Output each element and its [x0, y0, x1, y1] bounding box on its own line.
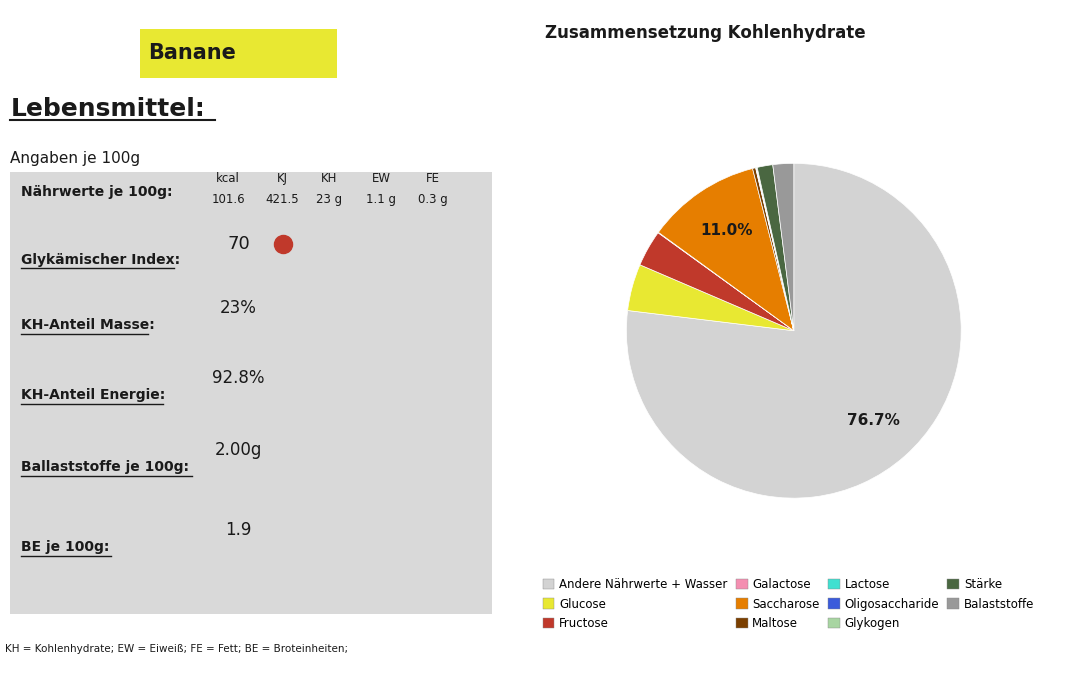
Text: 11.0%: 11.0% — [700, 223, 753, 238]
Wedge shape — [658, 232, 794, 331]
Wedge shape — [640, 233, 794, 331]
Wedge shape — [626, 163, 961, 498]
Text: 70: 70 — [227, 236, 249, 253]
Text: KH = Kohlenhydrate; EW = Eiweiß; FE = Fett; BE = Broteinheiten;: KH = Kohlenhydrate; EW = Eiweiß; FE = Fe… — [5, 645, 349, 654]
Text: Glykämischer Index:: Glykämischer Index: — [21, 253, 180, 267]
Wedge shape — [627, 265, 794, 331]
Wedge shape — [757, 167, 794, 331]
Wedge shape — [756, 167, 794, 331]
Text: KJ: KJ — [278, 172, 288, 186]
Text: 101.6: 101.6 — [212, 192, 245, 206]
Text: KH-Anteil Energie:: KH-Anteil Energie: — [21, 388, 165, 402]
Text: Ballaststoffe je 100g:: Ballaststoffe je 100g: — [21, 460, 189, 474]
FancyBboxPatch shape — [140, 29, 337, 78]
Text: 92.8%: 92.8% — [212, 369, 265, 387]
FancyBboxPatch shape — [11, 172, 492, 614]
Wedge shape — [757, 165, 794, 331]
Text: 1.1 g: 1.1 g — [366, 192, 396, 206]
Wedge shape — [659, 169, 794, 331]
Wedge shape — [753, 168, 794, 331]
Text: 23 g: 23 g — [316, 192, 342, 206]
Text: Banane: Banane — [148, 43, 235, 63]
Wedge shape — [756, 167, 794, 331]
Text: 23%: 23% — [220, 300, 257, 317]
Text: FE: FE — [426, 172, 440, 186]
Text: 0.3 g: 0.3 g — [418, 192, 448, 206]
Text: EW: EW — [372, 172, 391, 186]
Text: kcal: kcal — [216, 172, 240, 186]
Text: Lebensmittel:: Lebensmittel: — [11, 97, 205, 122]
Text: 76.7%: 76.7% — [848, 414, 900, 429]
Wedge shape — [773, 163, 794, 331]
Text: BE je 100g:: BE je 100g: — [21, 540, 109, 553]
Text: Zusammensetzung Kohlenhydrate: Zusammensetzung Kohlenhydrate — [545, 24, 866, 42]
Text: KH-Anteil Masse:: KH-Anteil Masse: — [21, 319, 154, 332]
Legend: Andere Nährwerte + Wasser, Glucose, Fructose, Galactose, Saccharose, Maltose, La: Andere Nährwerte + Wasser, Glucose, Fruc… — [538, 573, 1039, 635]
Text: KH: KH — [321, 172, 337, 186]
Text: Angaben je 100g: Angaben je 100g — [11, 151, 140, 166]
Text: 421.5: 421.5 — [266, 192, 299, 206]
Text: Nährwerte je 100g:: Nährwerte je 100g: — [21, 186, 172, 199]
Text: 2.00g: 2.00g — [215, 441, 262, 459]
Text: 1.9: 1.9 — [226, 521, 252, 539]
